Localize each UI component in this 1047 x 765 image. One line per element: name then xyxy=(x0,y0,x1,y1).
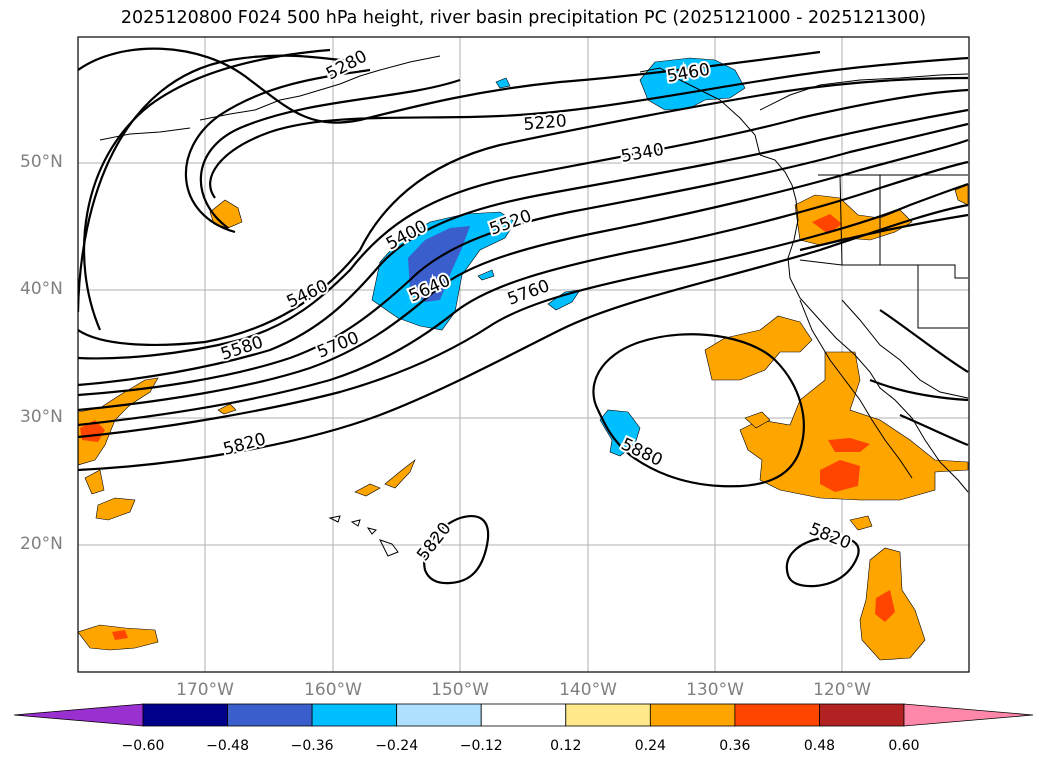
lon-label-120w: 120°W xyxy=(813,680,871,700)
colorbar-tick-label: 0.36 xyxy=(719,738,751,754)
positive-anomaly-baja xyxy=(739,351,969,501)
contour-label: 5880 xyxy=(618,434,666,470)
colorbar-segment xyxy=(480,703,567,727)
colorbar-tick-label: 0.24 xyxy=(634,738,666,754)
contour-label: 5280 xyxy=(323,46,371,84)
lat-label-30n: 30°N xyxy=(20,407,63,427)
lon-label-170w: 170°W xyxy=(176,680,234,700)
colorbar-tick-label: 0.60 xyxy=(888,738,920,754)
colorbar-tick-label: −0.24 xyxy=(375,738,419,754)
colorbar xyxy=(13,703,1034,727)
lon-label-150w: 150°W xyxy=(431,680,489,700)
lon-label-160w: 160°W xyxy=(304,680,362,700)
lat-label-20n: 20°N xyxy=(20,534,63,554)
colorbar-segment xyxy=(311,703,398,727)
contour-labels: 5280 5220 5340 5400 5520 5460 5640 5760 … xyxy=(216,44,855,567)
colorbar-extend-low xyxy=(13,703,144,727)
negative-anomaly-subtropical xyxy=(599,409,641,457)
colorbar-segment xyxy=(565,703,651,727)
colorbar-tick-label: 0.48 xyxy=(803,738,836,754)
colorbar-segment xyxy=(819,703,905,727)
lat-label-40n: 40°N xyxy=(20,279,63,299)
colorbar-tick-label: 0.12 xyxy=(550,738,582,754)
lon-label-130w: 130°W xyxy=(686,680,744,700)
positive-anomaly-dateline xyxy=(78,377,159,466)
colorbar-tick-label: −0.12 xyxy=(459,738,503,754)
contour-label: 5820 xyxy=(221,429,268,460)
colorbar-segment xyxy=(649,703,736,727)
colorbar-segment xyxy=(142,703,228,727)
contour-label: 5820 xyxy=(413,519,455,565)
colorbar-segment xyxy=(396,703,482,727)
map-title: 2025120800 F024 500 hPa height, river ba… xyxy=(120,8,927,28)
colorbar-tick-label: −0.36 xyxy=(290,738,334,754)
colorbar-tick-label: −0.48 xyxy=(206,738,249,754)
map-frame xyxy=(77,36,970,673)
contour-label: 5220 xyxy=(523,111,568,135)
colorbar-extend-high xyxy=(903,703,1034,727)
colorbar-tick-label: −0.60 xyxy=(121,738,165,754)
contour-label: 5820 xyxy=(806,519,854,554)
height-contours xyxy=(78,47,969,588)
lat-label-50n: 50°N xyxy=(20,152,63,172)
negative-anomaly-core xyxy=(408,226,470,302)
contour-label: 5760 xyxy=(505,276,552,310)
contour-label: 5520 xyxy=(487,206,534,240)
lon-label-140w: 140°W xyxy=(559,680,617,700)
coastlines xyxy=(99,55,969,557)
colorbar-segment xyxy=(734,703,820,727)
colorbar-segment xyxy=(227,703,313,727)
